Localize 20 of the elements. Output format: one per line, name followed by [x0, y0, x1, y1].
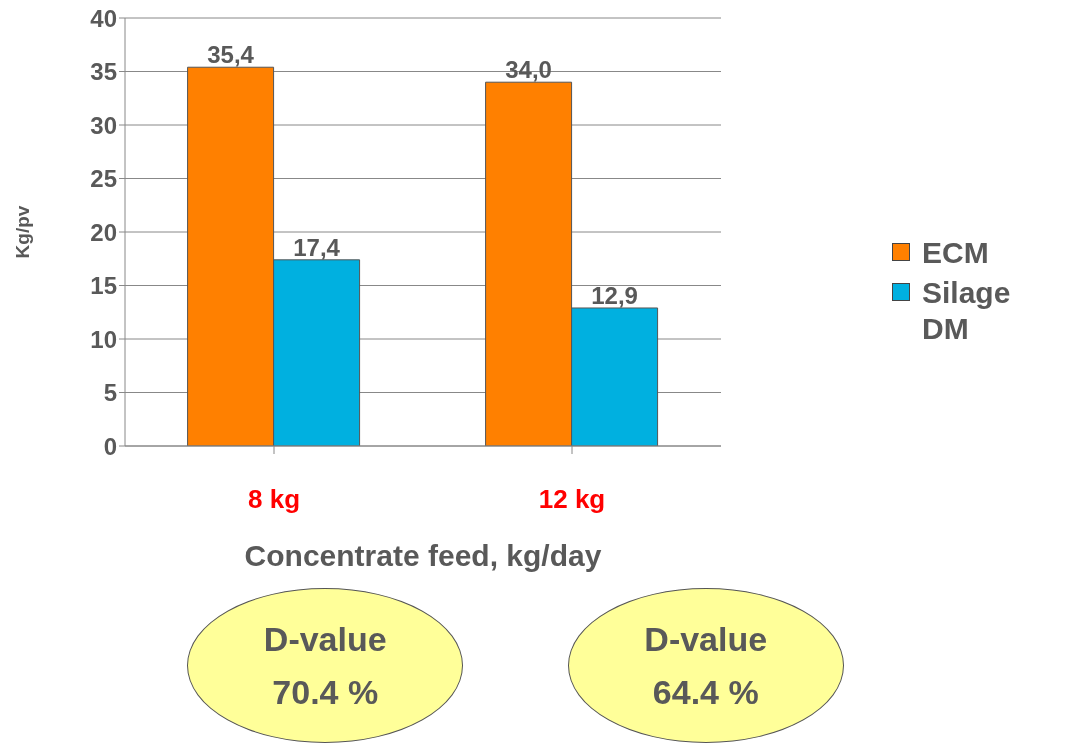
y-tick-label: 25	[90, 165, 117, 193]
data-label: 12,9	[591, 281, 638, 309]
text: D-value 64.4 %	[644, 619, 768, 712]
legend-label: Silage DM	[922, 275, 1012, 347]
y-tick-label: 20	[90, 218, 117, 246]
y-tick-label: 0	[103, 432, 117, 460]
y-tick-label: 40	[90, 4, 117, 32]
data-label: 35,4	[207, 41, 255, 69]
x-tick-label: 8 kg	[247, 484, 301, 514]
y-tick-label: 30	[90, 111, 117, 139]
y-tick-label: 5	[103, 379, 117, 407]
y-axis-title: Kg/pv	[11, 205, 33, 259]
x-tick-label: 12 kg	[538, 484, 606, 514]
y-tick-label: 10	[90, 325, 117, 353]
text: D-value 70.4 %	[263, 619, 387, 712]
x-axis-title: Concentrate feed, kg/day	[244, 539, 602, 572]
y-tick-label: 35	[90, 58, 117, 86]
legend-label: ECM	[922, 235, 989, 271]
data-label: 17,4	[293, 233, 341, 261]
y-tick-label: 15	[90, 272, 117, 300]
